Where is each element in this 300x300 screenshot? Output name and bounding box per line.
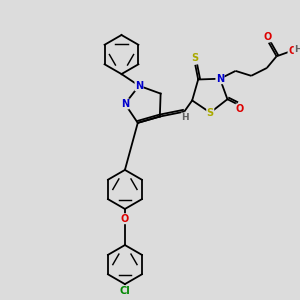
- Text: S: S: [192, 53, 199, 63]
- Text: H: H: [182, 113, 189, 122]
- Text: O: O: [264, 32, 272, 42]
- Text: O: O: [121, 214, 129, 224]
- Text: S: S: [207, 108, 214, 118]
- Text: N: N: [121, 99, 129, 109]
- Text: N: N: [135, 81, 143, 91]
- Text: N: N: [216, 74, 224, 84]
- Text: Cl: Cl: [119, 286, 130, 296]
- Text: H: H: [294, 45, 300, 54]
- Text: O: O: [236, 104, 244, 114]
- Text: O: O: [288, 46, 296, 56]
